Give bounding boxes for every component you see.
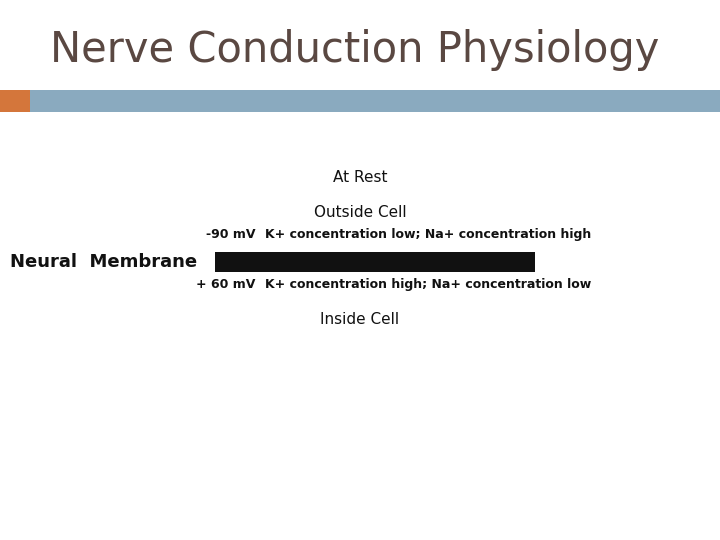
Text: Neural  Membrane: Neural Membrane	[10, 253, 197, 271]
Text: Outside Cell: Outside Cell	[314, 205, 406, 220]
Text: K+ concentration high; Na+ concentration low: K+ concentration high; Na+ concentration…	[265, 278, 591, 291]
Text: K+ concentration low; Na+ concentration high: K+ concentration low; Na+ concentration …	[265, 228, 591, 241]
Bar	[30, 90, 720, 112]
Bar	[215, 252, 535, 272]
Text: + 60 mV: + 60 mV	[196, 278, 255, 291]
Bar	[0, 90, 30, 112]
Text: Nerve Conduction Physiology: Nerve Conduction Physiology	[50, 29, 660, 71]
Text: Inside Cell: Inside Cell	[320, 312, 400, 327]
Text: -90 mV: -90 mV	[205, 228, 255, 241]
Text: At Rest: At Rest	[333, 170, 387, 185]
